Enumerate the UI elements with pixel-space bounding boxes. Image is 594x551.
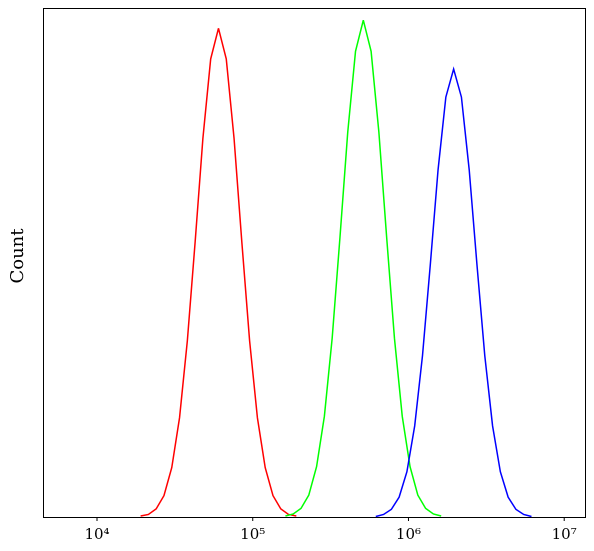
plot-frame — [43, 8, 586, 518]
x-tick-label: 10⁵ — [240, 525, 265, 543]
histogram-line — [375, 66, 532, 518]
x-tick-label: 10⁶ — [396, 525, 421, 543]
x-tick-label: 10⁷ — [552, 525, 577, 543]
histogram-line — [140, 28, 297, 517]
y-axis-label: Count — [7, 228, 28, 284]
x-tick-label: 10⁴ — [84, 525, 109, 543]
histogram-line — [285, 20, 442, 517]
